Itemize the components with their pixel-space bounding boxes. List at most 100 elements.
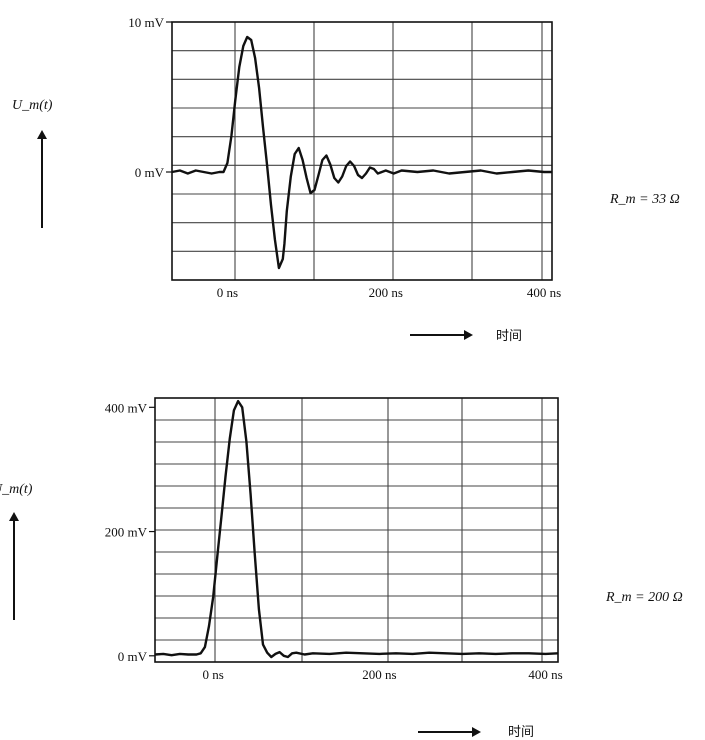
series-point	[287, 656, 289, 658]
rm-annotation-bottom: R_m = 200 Ω	[606, 590, 683, 605]
series-point	[295, 652, 297, 654]
series-point	[349, 160, 351, 163]
series-point	[230, 135, 232, 137]
series-point	[381, 171, 383, 173]
rm-annotation-top: R_m = 33 Ω	[610, 192, 680, 207]
series-point	[341, 175, 343, 178]
series-point	[432, 169, 434, 172]
series-point	[305, 177, 308, 179]
series-point	[233, 409, 235, 412]
series-point	[416, 171, 419, 173]
series-point	[373, 168, 375, 170]
series-point	[527, 169, 529, 172]
series-point	[333, 177, 335, 179]
series-point	[345, 652, 347, 654]
series-point	[353, 165, 355, 167]
series-point	[478, 652, 480, 654]
series-point	[362, 652, 364, 654]
series-point	[195, 653, 198, 656]
series-point	[212, 596, 214, 598]
series-point	[337, 181, 339, 184]
series-point	[210, 172, 213, 175]
series-point	[187, 653, 189, 656]
series-point	[445, 652, 447, 654]
series-point	[270, 204, 272, 206]
y-tick-label: 10 mV	[128, 15, 164, 30]
series-point	[294, 153, 296, 155]
series-point	[369, 166, 371, 169]
series-point	[357, 174, 359, 176]
series-point	[245, 440, 248, 443]
series-point	[216, 555, 218, 557]
y-tick-label: 200 mV	[105, 525, 148, 540]
series-point	[218, 171, 221, 173]
series-point	[286, 210, 288, 212]
series-point	[229, 437, 231, 439]
series-point	[242, 45, 244, 47]
series-point	[395, 652, 397, 654]
series-point	[258, 608, 260, 610]
series-point	[234, 99, 236, 101]
y-axis-up-arrow-top	[37, 130, 47, 228]
series-point	[313, 189, 316, 191]
series-point	[254, 552, 256, 554]
series-point	[266, 163, 268, 166]
series-point	[495, 653, 497, 655]
series-point	[171, 654, 173, 656]
series-point	[283, 243, 286, 245]
series-point	[544, 653, 547, 655]
series-point	[258, 87, 260, 89]
series-point	[464, 171, 466, 173]
series-point	[208, 625, 210, 627]
series-point	[551, 171, 553, 173]
series-point	[528, 652, 530, 654]
y-axis-label-top: U_m(t)	[12, 98, 52, 114]
x-tick-label: 0 ns	[203, 667, 224, 682]
series-point	[302, 159, 304, 161]
series-point	[282, 258, 284, 260]
series-point	[385, 169, 387, 172]
series-point	[283, 655, 285, 657]
series-point	[203, 171, 205, 173]
series-point	[274, 238, 276, 241]
series-point	[222, 171, 225, 173]
series-point	[377, 172, 379, 175]
series-point	[495, 172, 498, 175]
y-axis-label-top-text: U_m(t)	[12, 98, 53, 113]
series-point	[461, 653, 464, 655]
plot-frame	[171, 21, 553, 281]
series-point	[543, 171, 545, 173]
series-point	[378, 653, 380, 655]
series-point	[266, 652, 268, 654]
series-point	[154, 653, 156, 656]
series-point	[328, 653, 331, 655]
series-point	[274, 653, 277, 655]
series-point	[220, 515, 223, 517]
chart-top-svg: 10 mV 0 mV 0 ns 200 ns 400 ns	[128, 15, 561, 300]
series-point	[237, 400, 239, 402]
series-point	[262, 644, 264, 646]
series-point	[278, 267, 280, 269]
y-tick-label: 400 mV	[105, 400, 148, 415]
series-point	[361, 177, 363, 179]
series-line-0	[171, 35, 552, 270]
y-axis-label-bottom: U_m(t)	[0, 482, 32, 498]
series-point	[162, 653, 164, 655]
series-point	[241, 406, 243, 408]
series-point	[345, 165, 347, 167]
x-tick-label: 0 ns	[217, 285, 238, 300]
series-point	[250, 39, 252, 41]
series-point	[200, 652, 202, 654]
x-tick-label: 400 ns	[527, 285, 561, 300]
series-point	[249, 493, 252, 495]
y-axis-label-bottom-text: U_m(t)	[0, 482, 33, 497]
time-arrow-bottom	[418, 727, 481, 737]
series-point	[411, 653, 414, 655]
series-point	[246, 36, 248, 38]
series-point	[329, 163, 331, 166]
y-tick-label: 0 mV	[135, 165, 165, 180]
series-point	[298, 147, 300, 149]
chart-bottom-svg: 400 mV 200 mV 0 mV 0 ns 200 ns 400 ns	[105, 397, 563, 682]
chart-top: 10 mV 0 mV 0 ns 200 ns 400 ns U_m(t) R_m = 3…	[0, 0, 705, 360]
